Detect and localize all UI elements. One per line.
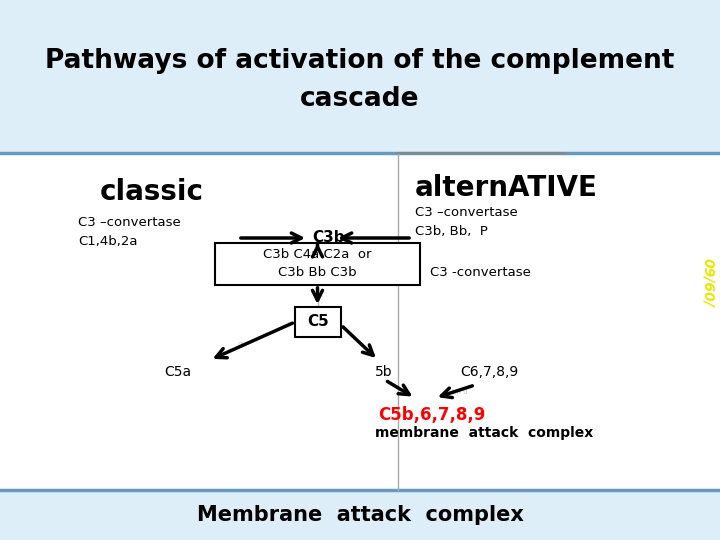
Text: C3b C4a C2a  or
C3b Bb C3b: C3b C4a C2a or C3b Bb C3b (264, 248, 372, 280)
Text: C5: C5 (307, 314, 329, 329)
Text: membrane  attack  complex: membrane attack complex (375, 426, 593, 440)
Text: C3 –convertase
C1,4b,2a: C3 –convertase C1,4b,2a (78, 216, 181, 248)
Text: alternATIVE: alternATIVE (415, 174, 598, 202)
Text: 09/60/: 09/60/ (701, 258, 715, 306)
Text: C6,7,8,9: C6,7,8,9 (460, 365, 518, 379)
Text: 5b: 5b (375, 365, 392, 379)
FancyBboxPatch shape (295, 307, 341, 337)
Text: bh 0: bh 0 (452, 389, 467, 395)
Text: Pathways of activation of the complement
cascade: Pathways of activation of the complement… (45, 48, 675, 112)
Text: nu: nu (237, 341, 246, 347)
Bar (0, 0, 720, 153)
Bar (0, 153, 720, 490)
Text: C5a: C5a (164, 365, 192, 379)
Text: C3b: C3b (312, 231, 345, 246)
Text: Membrane  attack  complex: Membrane attack complex (197, 505, 523, 525)
Text: classic: classic (100, 178, 204, 206)
FancyBboxPatch shape (215, 243, 420, 285)
Text: C3 –convertase
C3b, Bb,  P: C3 –convertase C3b, Bb, P (415, 206, 518, 238)
Bar (0, 490, 720, 540)
Text: C5b,6,7,8,9: C5b,6,7,8,9 (378, 406, 485, 424)
Text: C3 -convertase: C3 -convertase (430, 266, 531, 279)
